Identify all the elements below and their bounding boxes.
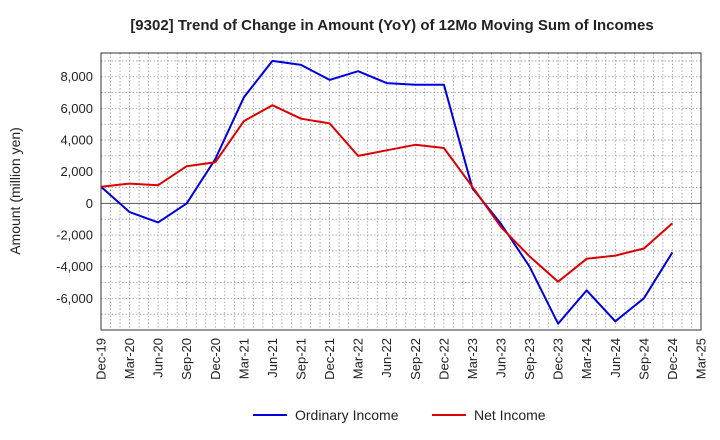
x-tick-label: Sep-21 [294,338,309,380]
chart-title: [9302] Trend of Change in Amount (YoY) o… [130,17,653,34]
legend-label-net-income: Net Income [474,407,546,423]
legend: Ordinary Income Net Income [253,407,546,423]
y-tick-label: 2,000 [60,164,93,179]
x-tick-label: Jun-24 [608,338,623,378]
x-tick-label: Dec-19 [94,338,109,380]
x-tick-label: Jun-23 [494,338,509,378]
x-tick-label: Jun-22 [379,338,394,378]
x-tick-label: Sep-20 [179,338,194,380]
legend-label-ordinary-income: Ordinary Income [295,407,399,423]
x-tick-label: Mar-20 [122,338,137,379]
x-tick-label: Sep-24 [636,338,651,380]
series-line-ordinary-income [100,59,674,325]
x-tick-labels: Dec-19 Mar-20 Jun-20 Sep-20 Dec-20 Mar-21 Jun-… [94,338,709,380]
y-tick-label: 0 [86,196,93,211]
y-tick-label: 6,000 [60,101,93,116]
y-tick-label: -2,000 [56,228,93,243]
x-tick-label: Jun-20 [151,338,166,378]
x-tick-label: Jun-21 [265,338,280,378]
y-tick-label: -6,000 [56,291,93,306]
plot-frame [100,52,702,331]
x-tick-label: Dec-24 [665,338,680,380]
x-tick-label: Mar-25 [694,338,709,379]
y-tick-label: -4,000 [56,259,93,274]
x-tick-label: Dec-23 [551,338,566,380]
x-tick-label: Sep-23 [522,338,537,380]
x-tick-label: Mar-24 [579,338,594,379]
grid-lines [100,53,702,330]
series-lines [100,59,674,325]
x-tick-label: Mar-23 [465,338,480,379]
x-tick-label: Mar-22 [351,338,366,379]
series-line-net-income [100,104,674,283]
x-tick-label: Dec-21 [322,338,337,380]
x-tick-label: Sep-22 [408,338,423,380]
x-tick-label: Dec-22 [436,338,451,380]
y-tick-labels: -6,000 -4,000 -2,000 0 2,000 4,000 6,000 8,000 [56,69,93,306]
y-tick-label: 8,000 [60,69,93,84]
y-tick-label: 4,000 [60,133,93,148]
y-axis-label: Amount (million yen) [7,127,23,255]
x-tick-label: Dec-20 [208,338,223,380]
x-tick-label: Mar-21 [236,338,251,379]
